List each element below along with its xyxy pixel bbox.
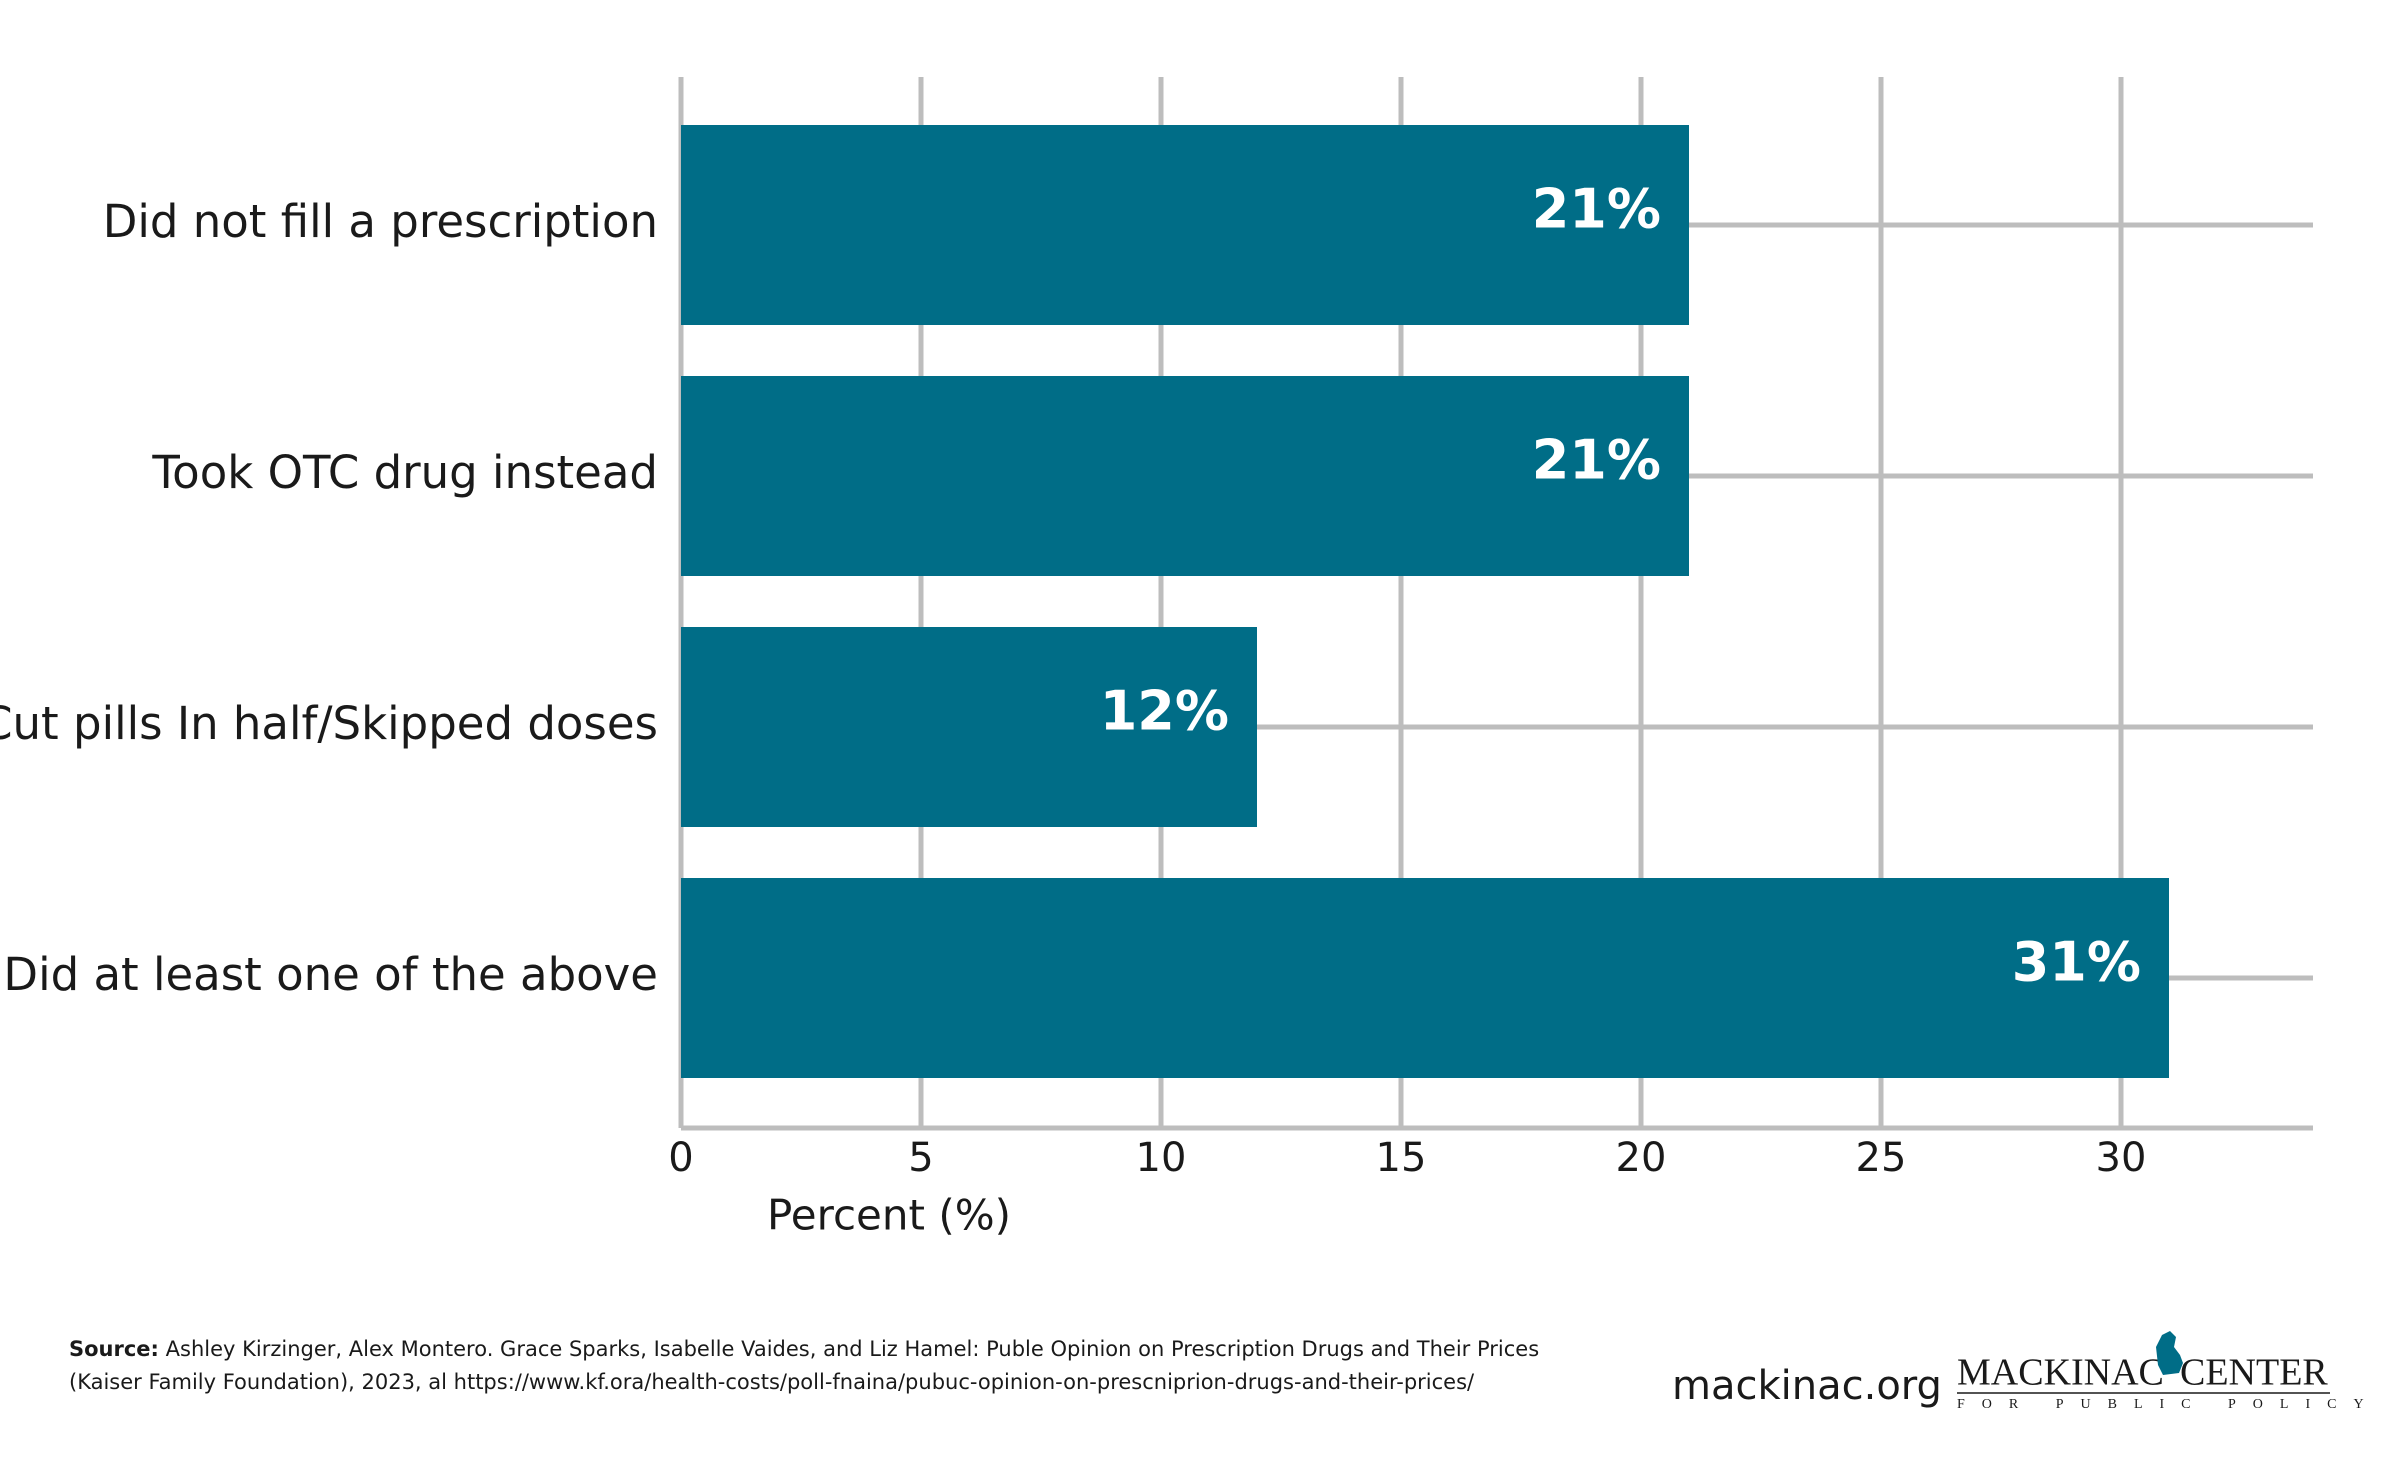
x-tick-label: 30 xyxy=(2096,1135,2147,1181)
bar xyxy=(681,376,1689,576)
source-label: Source: xyxy=(69,1337,159,1361)
source-line: Ashley Kirzinger, Alex Montero. Grace Sp… xyxy=(166,1337,1540,1361)
x-tick-label: 0 xyxy=(668,1135,693,1181)
bar xyxy=(681,627,1257,827)
x-tick-label: 20 xyxy=(1616,1135,1667,1181)
value-label: 21% xyxy=(1532,429,1661,492)
x-tick-label: 25 xyxy=(1856,1135,1907,1181)
y-tick-label: Cut pills In half/Skipped doses xyxy=(0,697,658,750)
logo: MACKINAC CENTER FOR PUBLIC POLICY xyxy=(1957,1331,2381,1412)
y-tick-label: Did at least one of the above xyxy=(3,948,658,1001)
x-tick-label: 5 xyxy=(908,1135,933,1181)
value-label: 21% xyxy=(1532,178,1661,241)
source-line: (Kaiser Family Foundation), 2023, al htt… xyxy=(69,1370,1475,1394)
bar xyxy=(681,125,1689,325)
value-label: 12% xyxy=(1100,680,1229,743)
website: mackinac.org xyxy=(1672,1363,1942,1409)
logo-sub: FOR PUBLIC POLICY xyxy=(1957,1397,2381,1412)
logo-map xyxy=(2156,1331,2183,1375)
y-tick-label: Took OTC drug instead xyxy=(151,446,658,499)
x-axis-label: Percent (%) xyxy=(767,1191,1011,1240)
y-tick-label: Did not fill a prescription xyxy=(103,195,658,248)
value-label: 31% xyxy=(2012,931,2141,994)
source: Source: Ashley Kirzinger, Alex Montero. … xyxy=(69,1337,1539,1361)
bar xyxy=(681,878,2169,1078)
logo-left: MACKINAC xyxy=(1957,1352,2164,1394)
logo-right: CENTER xyxy=(2180,1352,2328,1394)
x-tick-label: 15 xyxy=(1376,1135,1427,1181)
x-tick-label: 10 xyxy=(1136,1135,1187,1181)
